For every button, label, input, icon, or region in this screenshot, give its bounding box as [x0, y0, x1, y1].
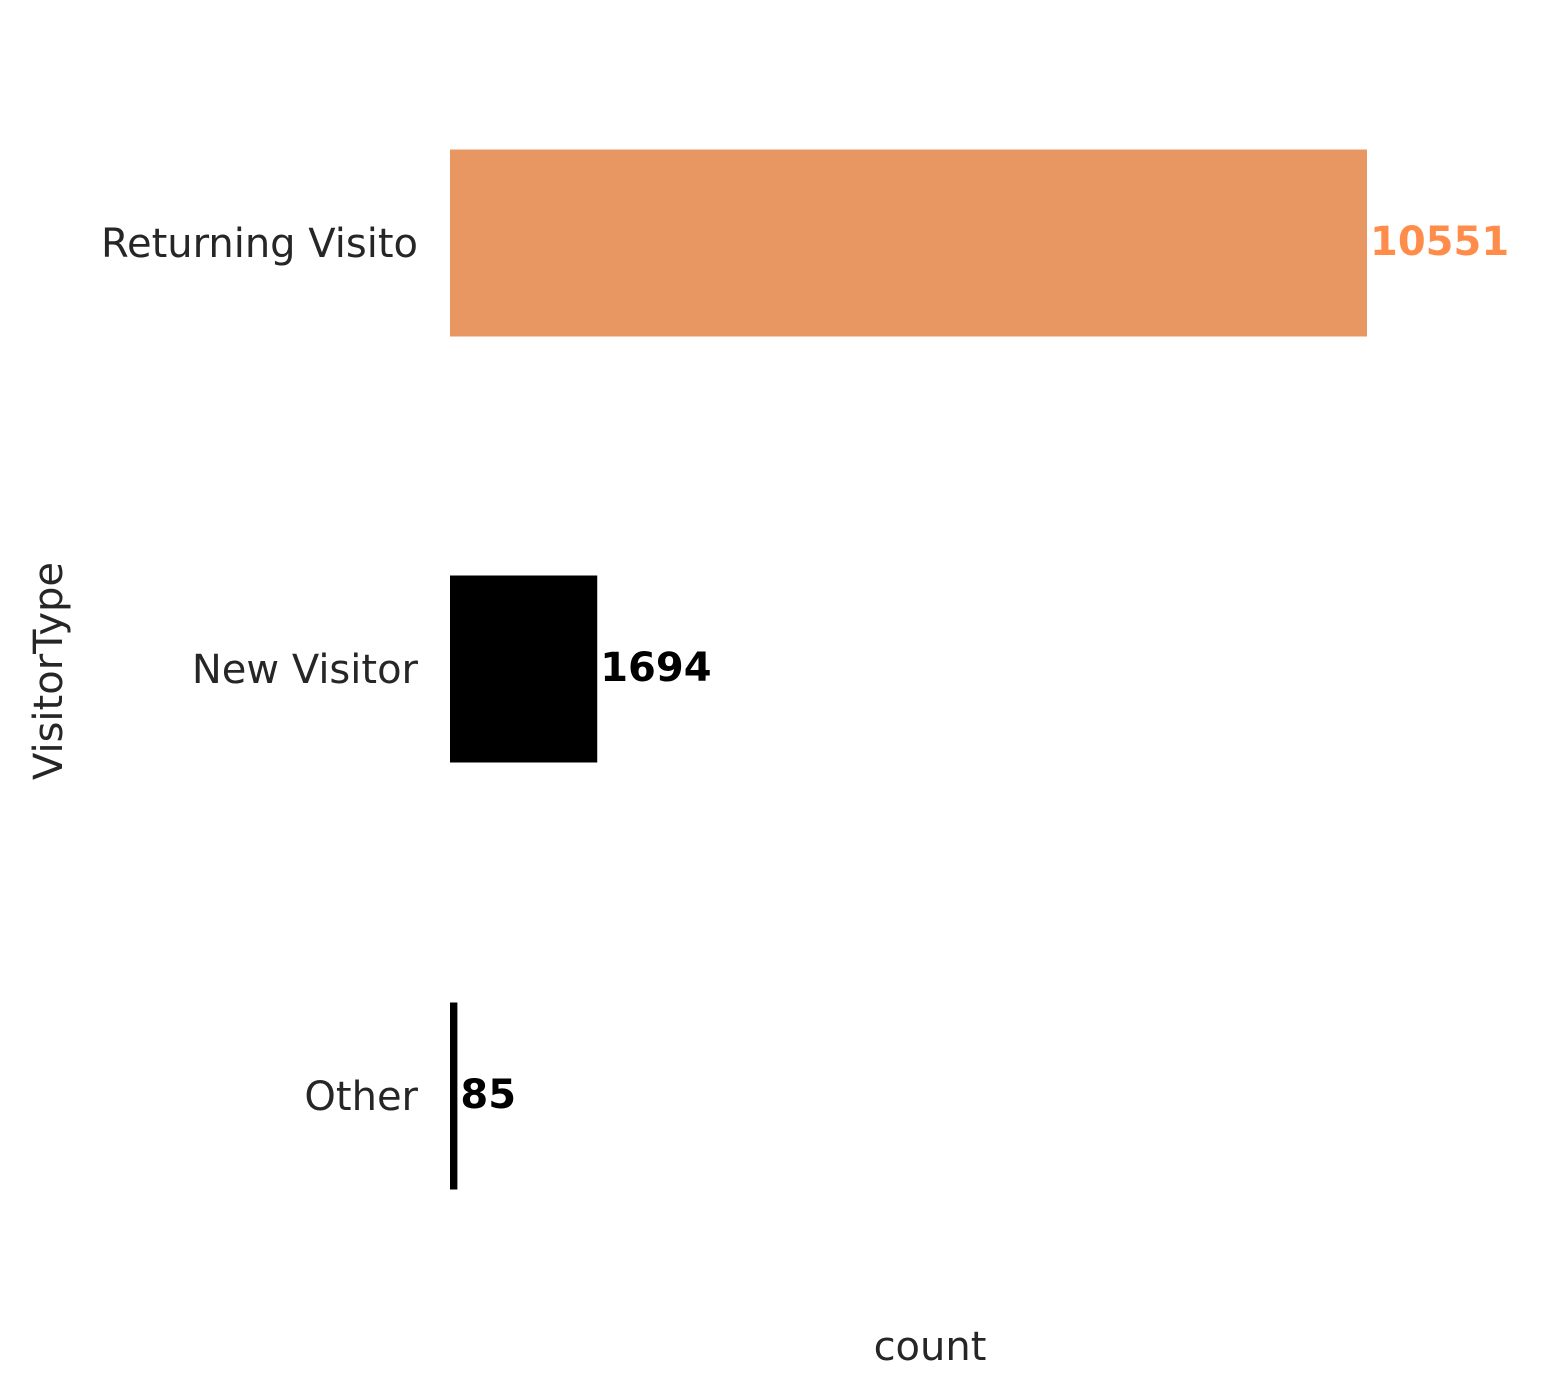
y-tick-label: Returning Visito — [101, 221, 418, 267]
y-tick-label: New Visitor — [192, 647, 419, 693]
y-tick-labels: Returning Visito New Visitor Other — [101, 221, 419, 1120]
bar-other — [450, 1002, 458, 1190]
x-axis-label: count — [874, 1324, 987, 1370]
bar-value-labels: 10551 1694 85 — [460, 219, 1509, 1118]
bar-new-visitor — [450, 575, 598, 763]
y-tick-label: Other — [304, 1074, 418, 1120]
bar-value-label: 10551 — [1370, 219, 1509, 265]
bar-value-label: 85 — [460, 1072, 516, 1118]
y-axis-label: VisitorType — [26, 562, 72, 780]
bar-returning-visito — [450, 149, 1367, 337]
bar-value-label: 1694 — [600, 645, 711, 691]
bars-layer — [450, 149, 1367, 1190]
